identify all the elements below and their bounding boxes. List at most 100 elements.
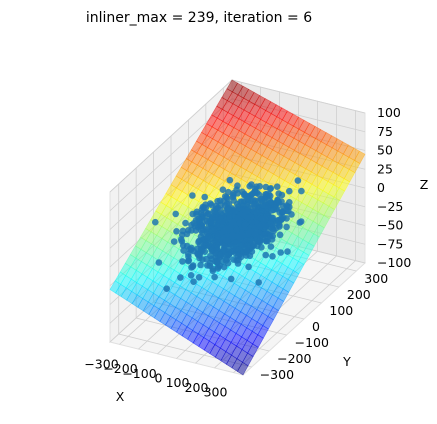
scatter-point <box>223 225 230 232</box>
scatter-point <box>163 285 170 292</box>
scatter-point <box>268 215 275 222</box>
scatter-point <box>277 249 284 256</box>
scatter-point <box>214 259 221 266</box>
scatter-point <box>241 222 248 229</box>
scatter-point <box>214 236 221 243</box>
scatter-point <box>277 232 284 239</box>
scatter-point <box>274 183 281 190</box>
y-tick-label: 100 <box>329 303 353 318</box>
scatter-point <box>223 257 230 264</box>
scatter-point <box>219 218 226 225</box>
scatter-point <box>202 201 209 208</box>
x-tick-label: 300 <box>204 385 228 400</box>
scatter-point <box>254 209 261 216</box>
scatter-point <box>269 253 276 260</box>
scatter-point <box>284 248 291 255</box>
scatter-point <box>177 274 184 281</box>
scatter-point <box>186 246 193 253</box>
scatter-point <box>283 224 290 231</box>
scatter-point <box>185 227 192 234</box>
scatter-point <box>243 246 250 253</box>
scatter-point <box>268 243 275 250</box>
scatter-point <box>178 236 185 243</box>
scatter-point <box>279 192 286 199</box>
scatter-point <box>269 233 276 240</box>
scatter-point <box>171 238 178 245</box>
scatter-point <box>205 210 212 217</box>
scatter-point <box>298 188 305 195</box>
scatter-point <box>228 276 235 283</box>
scatter-point <box>197 262 204 269</box>
scatter-point <box>220 186 227 193</box>
scatter-point <box>217 252 224 259</box>
scatter-point <box>234 182 241 189</box>
scatter-point <box>204 234 211 241</box>
scatter-point <box>262 216 269 223</box>
scatter-point <box>244 207 251 214</box>
scatter-point <box>186 257 193 264</box>
x-tick-label: 0 <box>155 371 163 386</box>
scatter-point <box>230 190 237 197</box>
z-tick-label: 100 <box>377 105 401 120</box>
scatter-point <box>188 264 195 271</box>
scatter-point <box>224 237 231 244</box>
scatter-point <box>189 192 196 199</box>
z-tick-label: −50 <box>377 218 403 233</box>
scatter-point <box>246 183 253 190</box>
scatter-point <box>245 196 252 203</box>
scatter-point <box>233 246 240 253</box>
scatter-point <box>197 251 204 258</box>
scatter-point <box>262 252 269 259</box>
scatter-point <box>195 239 202 246</box>
y-tick-label: −100 <box>295 335 329 350</box>
scatter-point <box>200 219 207 226</box>
scatter-point <box>173 228 180 235</box>
scatter-point <box>203 256 210 263</box>
scatter-point <box>205 242 212 249</box>
y-axis-label: Y <box>342 354 351 369</box>
scatter-point <box>182 220 189 227</box>
scatter-point <box>179 258 186 265</box>
scatter-point <box>270 207 277 214</box>
y-tick-label: −200 <box>277 351 311 366</box>
scatter-point <box>211 274 218 281</box>
scatter-point <box>172 211 179 218</box>
x-axis-label: X <box>116 389 125 404</box>
scatter-point <box>240 232 247 239</box>
scatter-point <box>250 201 257 208</box>
z-tick-label: 25 <box>377 161 393 176</box>
y-tick-label: 200 <box>347 287 371 302</box>
scatter-point <box>229 232 236 239</box>
scatter-point <box>263 202 270 209</box>
scatter-point <box>226 213 233 220</box>
scatter-point <box>252 190 259 197</box>
scatter-point <box>258 244 265 251</box>
scatter-point <box>255 279 262 286</box>
scatter-point <box>215 265 222 272</box>
scatter-point <box>196 274 203 281</box>
scatter-point <box>258 197 265 204</box>
scatter-point <box>286 188 293 195</box>
x-tick-label: −100 <box>122 366 156 381</box>
scatter-point <box>266 197 273 204</box>
z-tick-label: −100 <box>377 255 411 270</box>
z-tick-label: −25 <box>377 199 403 214</box>
scatter-point <box>194 209 201 216</box>
scatter-point <box>152 219 159 226</box>
chart-title: inliner_max = 239, iteration = 6 <box>86 10 312 26</box>
scatter-point <box>198 227 205 234</box>
scatter-point <box>298 218 305 225</box>
scatter-point <box>249 248 256 255</box>
scatter-point <box>227 177 234 184</box>
scatter-point <box>235 260 242 267</box>
z-tick-label: −75 <box>377 236 403 251</box>
scatter-point <box>213 215 220 222</box>
scatter-point <box>262 235 269 242</box>
scatter-point <box>288 211 295 218</box>
z-tick-label: 75 <box>377 124 393 139</box>
scatter-point <box>230 197 237 204</box>
scatter-point <box>256 183 263 190</box>
scatter-point <box>295 177 302 184</box>
scatter-point <box>180 247 187 254</box>
